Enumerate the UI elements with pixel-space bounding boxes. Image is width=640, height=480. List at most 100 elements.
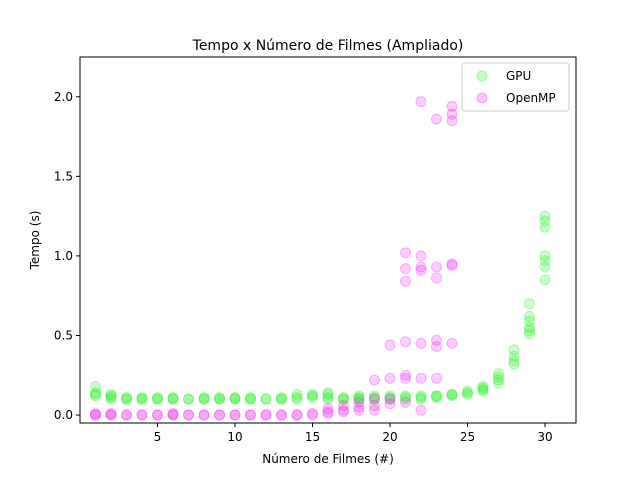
data-point-openmp [338,404,349,416]
data-point-gpu [338,393,349,405]
series-openmp [90,96,458,421]
data-point-gpu [524,298,535,310]
data-point-openmp [353,404,365,416]
data-point-gpu [121,393,132,405]
data-point-gpu [539,221,551,233]
data-point-gpu [167,393,179,405]
data-point-openmp [307,409,318,421]
data-point-gpu [338,392,349,403]
data-point-gpu [167,392,179,403]
data-point-gpu [90,390,101,402]
data-point-openmp [245,409,256,421]
data-point-gpu [353,393,365,405]
data-point-gpu [462,388,473,400]
data-point-openmp [415,372,427,384]
y-tick-label: 1.5 [54,169,73,183]
chart-title: Tempo x Número de Filmes (Ampliado) [192,38,464,54]
data-point-gpu [167,393,179,405]
data-point-openmp [415,337,427,349]
data-point-gpu [136,393,148,405]
data-point-gpu [431,390,442,402]
legend-label-openmp: OpenMP [506,91,556,105]
series-gpu [90,210,551,405]
data-point-gpu [90,380,101,392]
data-point-gpu [322,387,334,399]
data-point-gpu [291,388,303,400]
y-tick-label: 1.0 [54,249,73,263]
data-point-gpu [493,374,504,386]
data-point-gpu [415,392,427,403]
data-point-gpu [105,392,117,403]
data-point-gpu [276,393,287,405]
data-point-openmp [384,398,396,410]
data-point-gpu [539,215,551,227]
data-point-gpu [152,392,163,403]
data-point-gpu [105,388,117,400]
data-point-openmp [338,406,349,418]
data-point-gpu [524,328,535,340]
data-point-openmp [276,409,287,421]
data-point-openmp [183,409,194,421]
data-point-gpu [260,393,272,405]
data-point-openmp [198,409,210,421]
data-point-gpu [214,393,225,405]
data-point-openmp [353,401,365,413]
data-point-gpu [400,390,411,402]
data-point-gpu [524,310,535,322]
data-point-gpu [400,392,411,403]
data-point-gpu [136,392,148,403]
data-point-openmp [369,374,380,386]
data-point-openmp [431,334,442,346]
data-point-gpu [508,350,520,362]
data-point-gpu [183,393,194,405]
data-point-gpu [508,358,520,370]
legend-label-gpu: GPU [506,69,531,83]
data-point-openmp [431,261,442,273]
data-point-openmp [90,408,101,419]
data-point-openmp [276,409,287,421]
data-point-gpu [384,393,396,405]
x-axis-label: Número de Filmes (#) [262,452,394,466]
data-point-openmp [136,409,148,421]
data-point-openmp [446,258,458,270]
x-axis-ticks: 5 10 15 20 25 30 [154,423,553,444]
data-point-gpu [214,392,225,403]
data-point-openmp [214,409,225,421]
data-point-gpu [431,390,442,402]
data-point-openmp [90,409,101,421]
data-point-gpu [307,388,318,400]
data-point-gpu [245,392,256,403]
data-point-openmp [446,115,458,127]
data-point-openmp [152,409,163,421]
data-point-openmp [90,409,101,421]
data-point-gpu [446,388,458,400]
data-point-gpu [539,250,551,262]
data-point-openmp [400,372,411,384]
data-point-gpu [322,392,334,403]
data-point-gpu [462,385,473,397]
data-point-gpu [198,392,210,403]
data-point-openmp [446,260,458,271]
data-point-openmp [415,250,427,262]
data-point-gpu [198,393,210,405]
data-point-openmp [400,247,411,259]
data-point-gpu [369,392,380,403]
data-point-gpu [198,393,210,405]
data-point-openmp [229,409,241,421]
data-point-gpu [90,388,101,400]
data-point-gpu [322,393,334,405]
data-point-openmp [384,339,396,351]
data-point-gpu [524,322,535,333]
data-point-openmp [167,408,179,419]
data-point-gpu [307,390,318,402]
data-point-openmp [229,409,241,421]
data-point-openmp [400,369,411,381]
data-point-openmp [415,261,427,273]
data-point-gpu [493,371,504,383]
data-point-openmp [260,409,272,421]
x-tick-label: 25 [460,430,475,444]
data-point-openmp [431,113,442,125]
data-point-gpu [136,393,148,405]
y-tick-label: 2.0 [54,90,73,104]
